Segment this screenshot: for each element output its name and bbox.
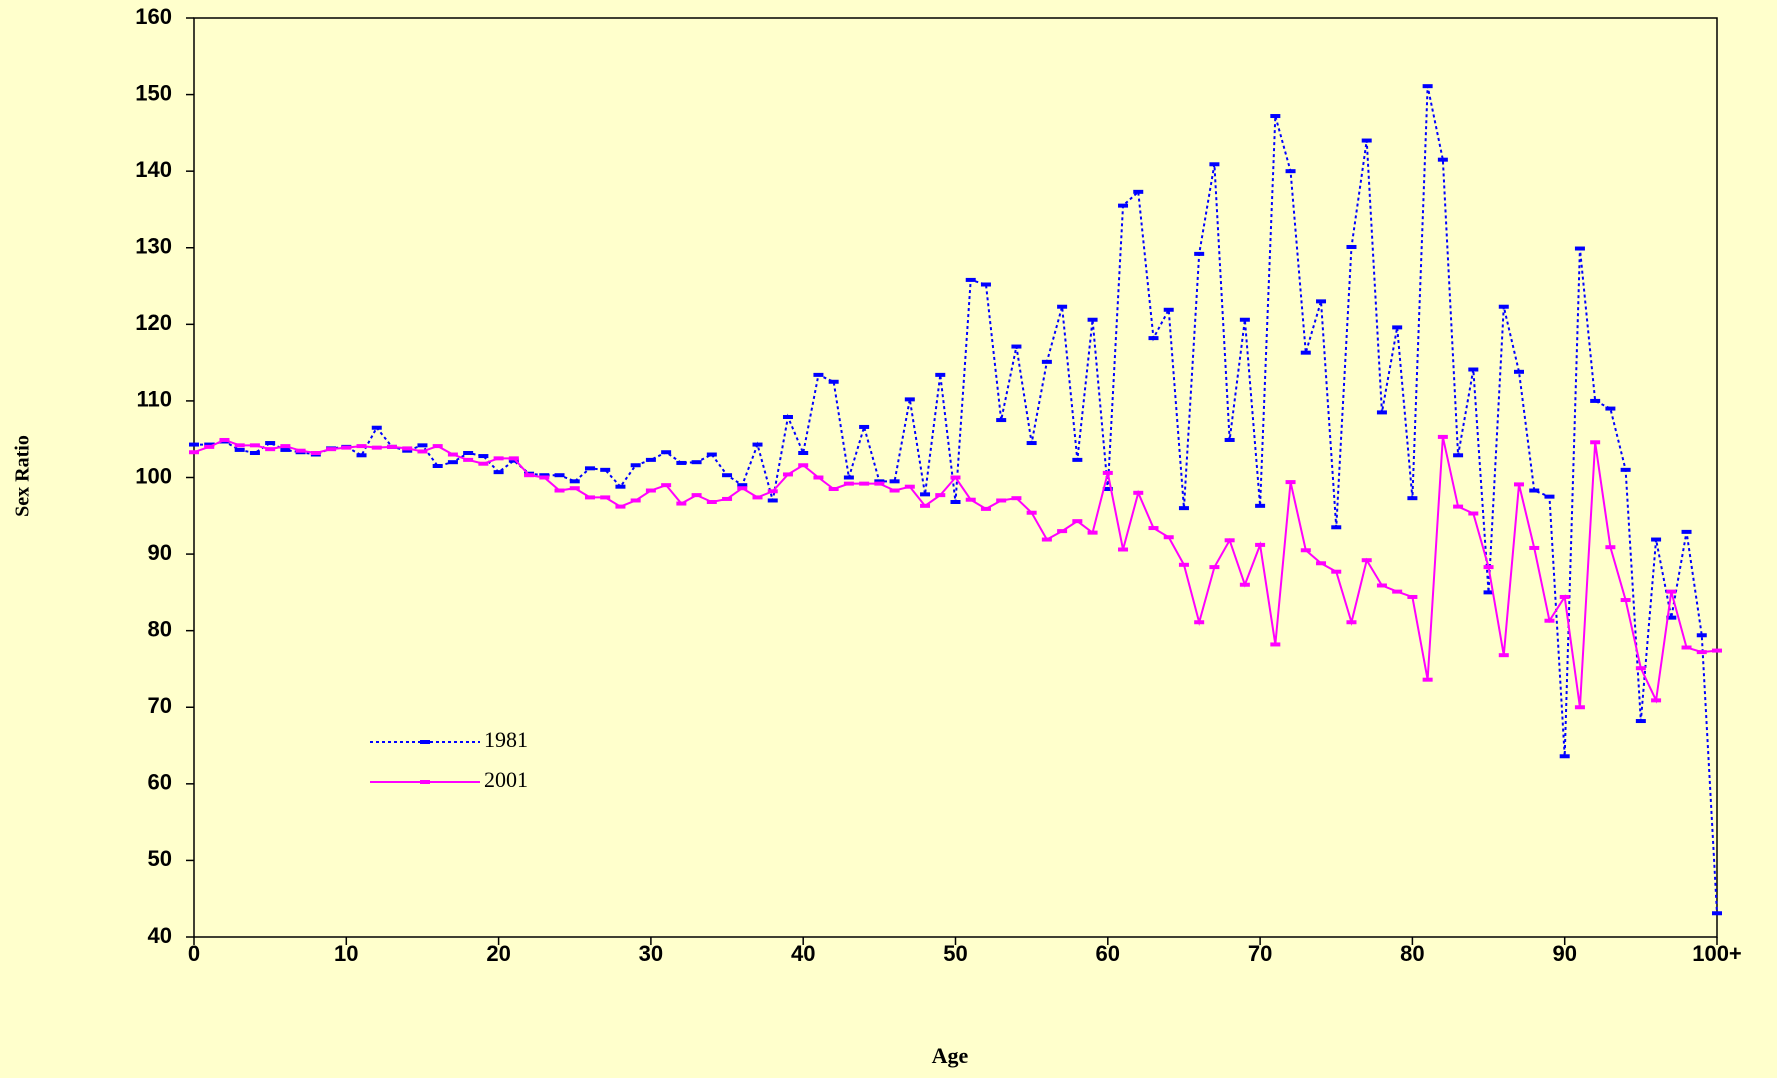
x-tick-label: 70 [1248,941,1272,966]
x-tick-label: 30 [639,941,663,966]
x-tick-label: 0 [188,941,200,966]
y-tick-label: 150 [135,80,172,105]
x-tick-label: 20 [486,941,510,966]
x-axis-label: Age [932,1043,969,1068]
x-tick-label: 100+ [1692,941,1742,966]
y-tick-label: 40 [148,923,172,948]
x-tick-label: 10 [334,941,358,966]
y-tick-label: 70 [148,693,172,718]
x-tick-label: 50 [943,941,967,966]
y-tick-label: 160 [135,4,172,29]
x-tick-label: 60 [1096,941,1120,966]
y-tick-label: 80 [148,616,172,641]
y-tick-label: 60 [148,770,172,795]
legend-label: 1981 [484,727,528,752]
y-tick-label: 140 [135,157,172,182]
x-tick-label: 90 [1552,941,1576,966]
y-tick-label: 110 [137,387,173,412]
legend-label: 2001 [484,767,528,792]
y-tick-label: 100 [135,463,172,488]
x-tick-label: 40 [791,941,815,966]
x-tick-label: 80 [1400,941,1424,966]
y-tick-label: 120 [135,310,172,335]
y-tick-label: 50 [148,846,172,871]
y-tick-label: 130 [135,234,172,259]
y-axis-label: Sex Ratio [12,435,34,517]
y-tick-label: 90 [148,540,172,565]
